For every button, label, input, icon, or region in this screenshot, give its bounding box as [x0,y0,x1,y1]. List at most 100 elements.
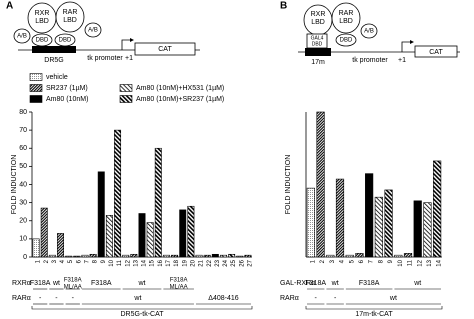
group-label: - [72,295,75,302]
lane-number: 3 [330,259,336,263]
bar [403,253,413,258]
bar [394,254,403,258]
bar [326,254,335,258]
bar [220,254,227,258]
y-tick-label: 60 [19,145,27,152]
group-label: wt [413,280,421,287]
bar [365,173,374,258]
bar [73,255,81,258]
domain-label: A/B [17,34,27,40]
bar [228,253,236,258]
lane-number: 7 [85,259,91,263]
group-label: - [315,295,318,302]
y-tick-label: 50 [19,163,27,170]
lane-number: 18 [174,259,180,266]
y-tick-label: 30 [19,199,27,206]
lane-number: 1 [36,259,42,263]
domain-label: LBD [339,18,353,25]
reporter-label: CAT [429,49,443,56]
promoter-label: tk promoter [352,57,388,64]
bar [105,215,113,258]
group-label: ML/AA [64,285,82,291]
y-tick-label: 10 [19,236,27,243]
diagram-b: RXR LBD RAR LBD A/B DBD GAL4 DBD 17m tk … [298,2,460,66]
lane-number: 1 [310,259,316,263]
bar [81,254,89,258]
y-tick-label: 20 [19,218,27,225]
bar [433,160,442,258]
group-label: F318A [170,278,188,284]
lane-number: 12 [125,259,131,266]
lane-number: 19 [182,259,188,266]
lane-number: 13 [133,259,139,266]
lane-number: 11 [117,259,123,266]
bar [335,178,345,258]
domain-label: LBD [35,18,49,25]
bar [374,196,383,258]
bar [203,254,211,258]
legend-swatch [29,73,43,81]
bar [355,253,364,258]
lane-number: 6 [76,259,82,263]
lane-number: 5 [68,259,74,263]
legend-swatch [29,84,43,92]
domain-label: RAR [339,10,354,17]
lane-number: 9 [101,259,107,263]
lane-number: 15 [150,259,156,266]
construct-bracket [305,306,443,310]
lane-number: 10 [398,259,404,266]
lane-number: 2 [44,259,50,263]
bar [384,189,393,258]
legend-label: vehicle [46,74,68,81]
lane-number: 24 [223,259,229,266]
bar [195,254,203,258]
bar [345,254,354,258]
group-label: - [334,295,337,302]
y-tick-label: 40 [19,181,27,188]
row-label: GAL-RXRα [280,280,315,287]
bar [146,222,154,258]
bar [423,202,432,258]
legend-label: Am80 (10nM)+SR237 (1µM) [136,96,224,103]
domain-label: A/B [364,29,374,35]
domain-label: RXR [35,10,50,17]
bar [236,255,244,258]
lane-number: 11 [408,259,414,266]
construct-label: DR5G-tk-CAT [120,311,164,318]
bar [57,233,64,258]
row-label: RARα [280,295,299,302]
lane-number: 9 [388,259,394,263]
lane-number: 16 [158,259,164,266]
bar [97,171,105,258]
diagram-a: RXR LBD RAR LBD A/B A/B DBD DBD DR5G tk … [13,1,200,64]
group-label: wt [331,280,339,287]
bar [211,253,219,258]
domain-label: DBD [340,38,353,44]
construct-bracket [31,306,253,310]
domain-label: RXR [311,11,326,18]
lane-number: 5 [349,259,355,263]
group-label: wt [389,295,397,302]
domain-label: RAR [63,9,78,16]
lane-number: 22 [207,259,213,266]
bar [244,254,252,258]
domain-label: A/B [88,28,98,34]
bar [122,254,130,258]
lane-number: 21 [199,259,205,266]
bar [65,255,73,258]
panel-label: B [280,1,287,12]
bar [32,238,40,258]
y-axis-label: FOLD INDUCTION [285,155,292,215]
bar [48,254,56,258]
bar [162,254,170,258]
group-label: wt [52,280,60,287]
lane-number: 26 [239,259,245,266]
y-tick-label: 0 [23,254,27,261]
lane-number: 8 [378,259,384,263]
lane-number: 4 [340,259,346,263]
bar [316,111,325,258]
group-label: F318A [91,280,112,287]
legend-swatch [29,95,43,103]
group-label: F318A [30,280,51,287]
lane-number: 7 [369,259,375,263]
